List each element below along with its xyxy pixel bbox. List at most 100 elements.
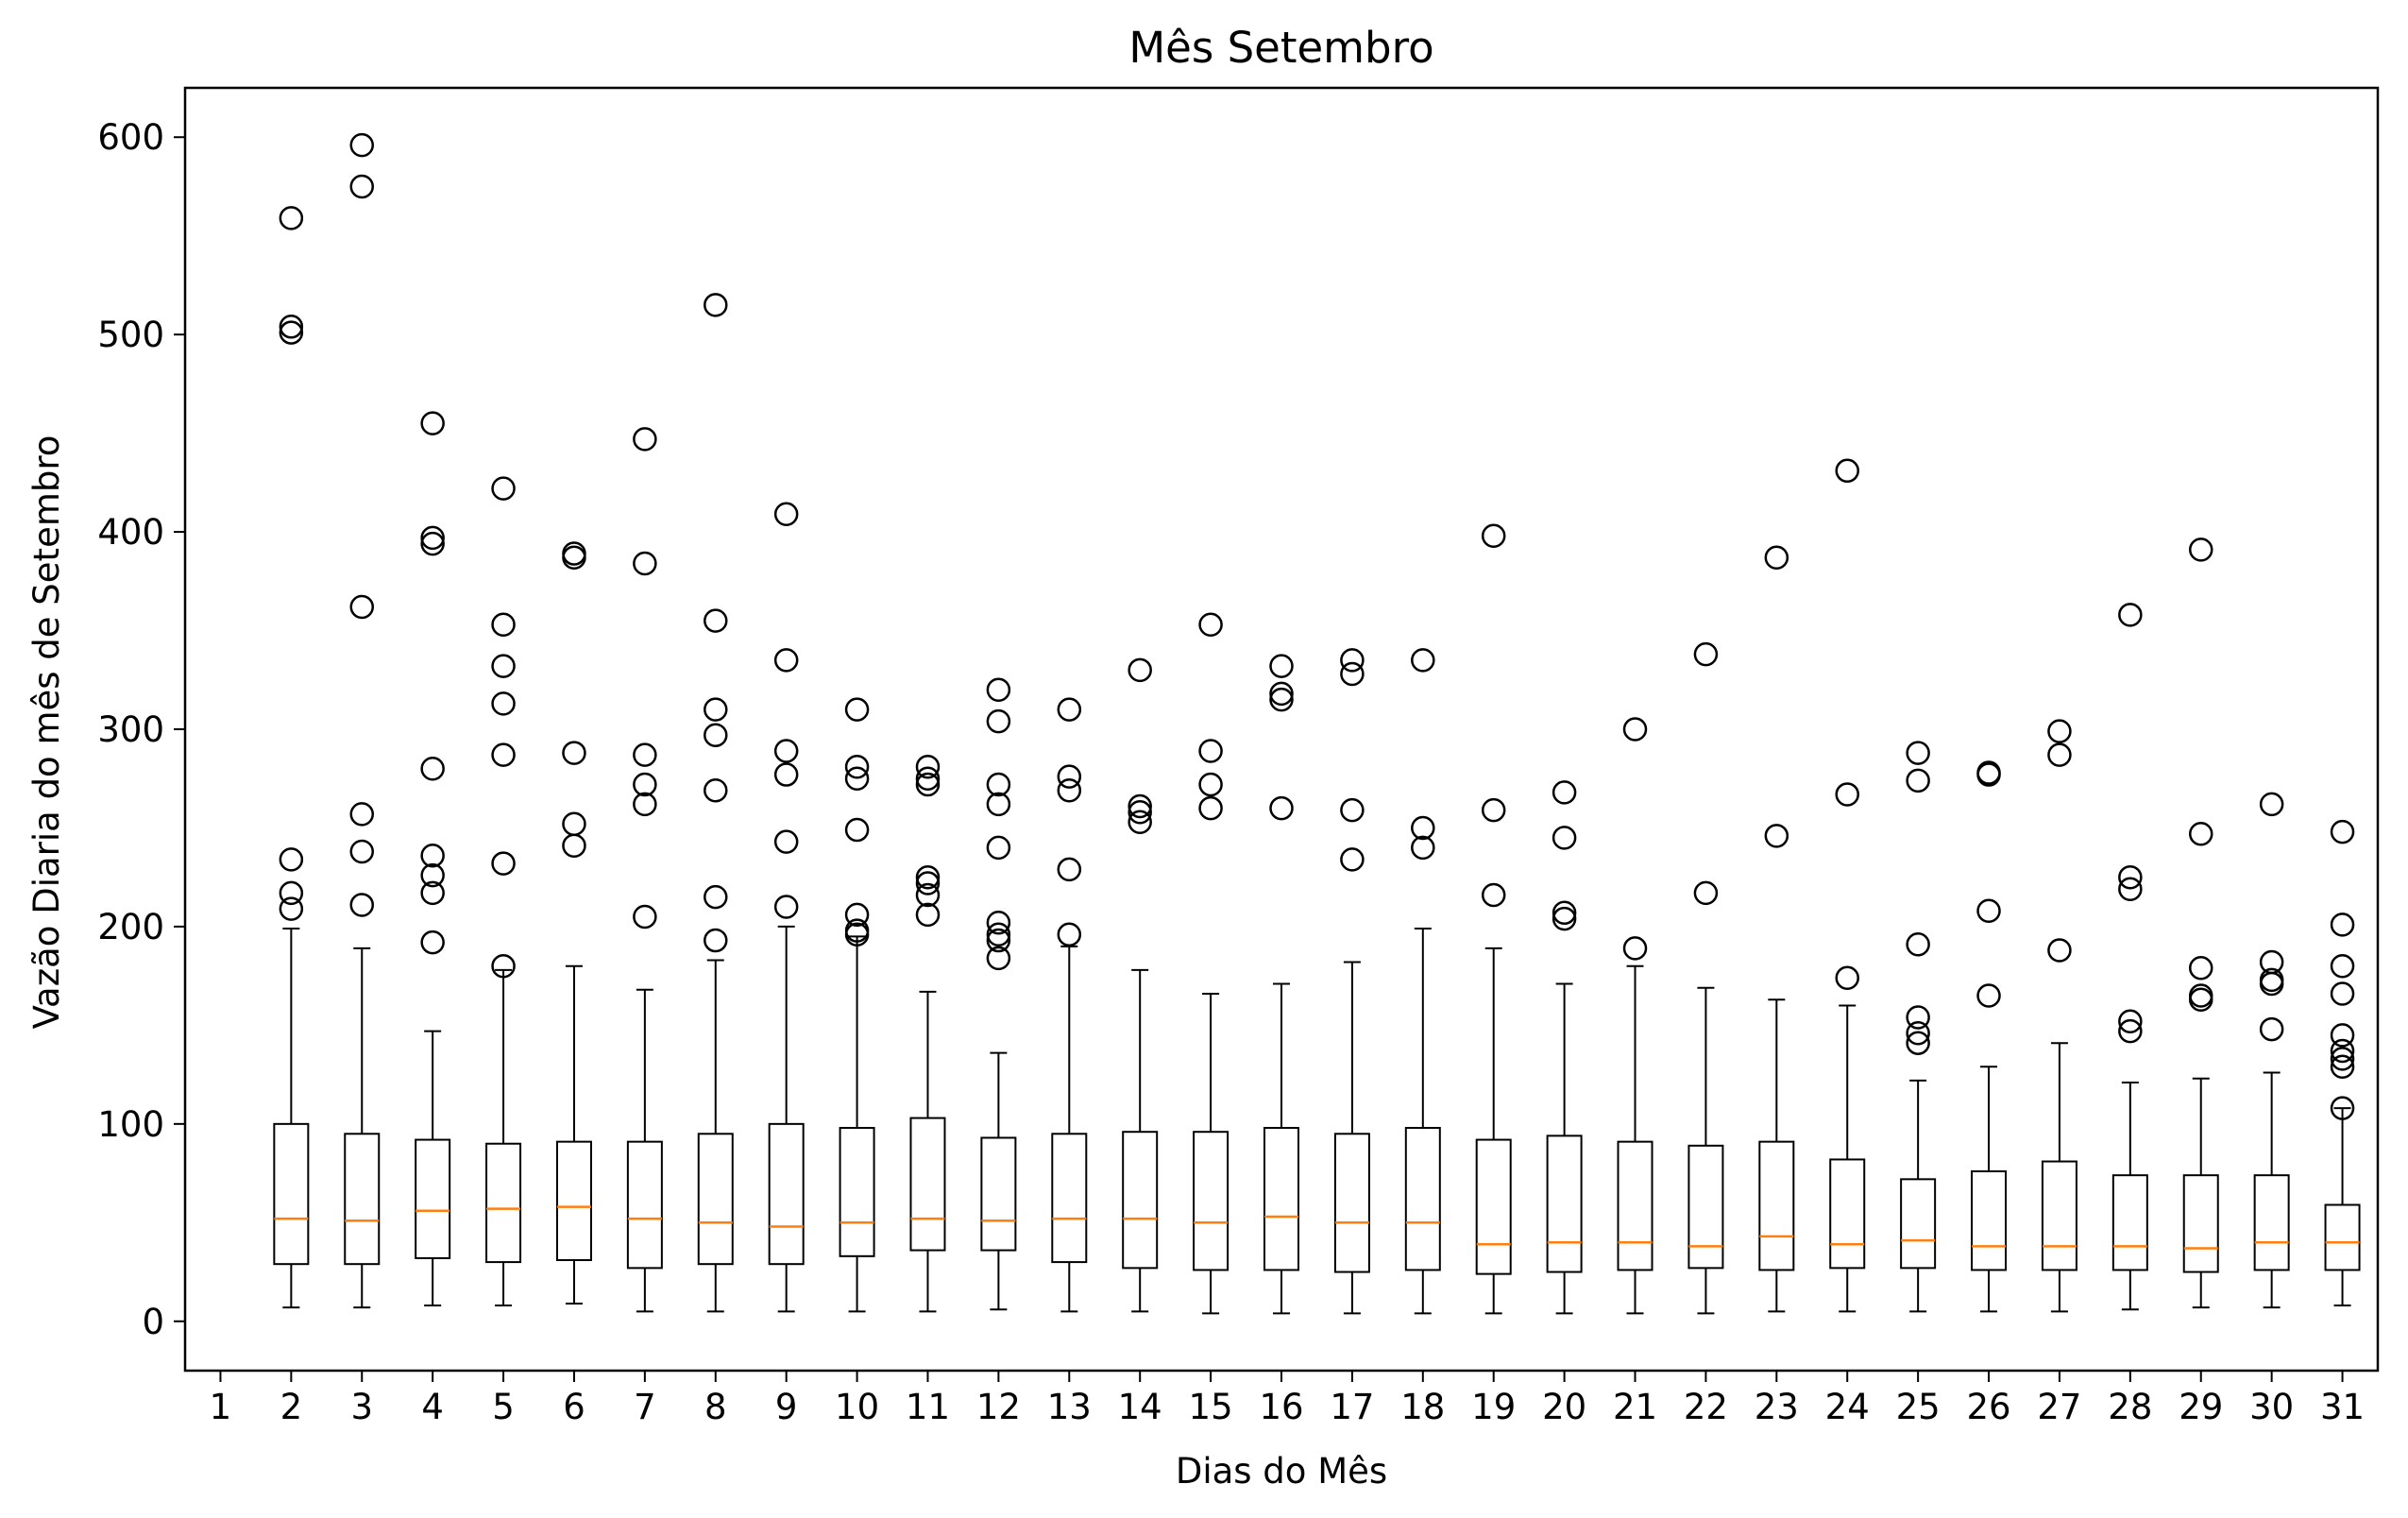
- x-tick-label: 21: [1613, 1387, 1657, 1427]
- outlier-point: [1552, 826, 1577, 850]
- box-day-20: [1546, 780, 1583, 1315]
- chart-title: Mês Setembro: [1128, 23, 1433, 73]
- x-tick-label: 11: [906, 1387, 950, 1427]
- x-tick-label: 15: [1189, 1387, 1233, 1427]
- outlier-point: [1128, 799, 1152, 825]
- outlier-point: [2259, 967, 2284, 993]
- iqr-box: [1546, 1134, 1583, 1273]
- x-tick-label: 6: [563, 1387, 585, 1427]
- box-day-3: [344, 132, 381, 1309]
- iqr-box: [415, 1138, 451, 1259]
- outlier-point: [420, 843, 445, 868]
- x-tick-label: 19: [1471, 1387, 1516, 1427]
- outlier-point: [1906, 931, 1930, 957]
- box-day-15: [1193, 612, 1229, 1315]
- x-tick-label: 25: [1896, 1387, 1941, 1427]
- outlier-point: [1411, 835, 1435, 861]
- outlier-point: [420, 757, 445, 781]
- outlier-point: [633, 427, 657, 452]
- outlier-point: [986, 772, 1011, 797]
- x-tick-label: 29: [2179, 1387, 2223, 1427]
- outlier-point: [844, 817, 870, 843]
- x-tick-label: 22: [1684, 1387, 1728, 1427]
- x-tick-label: 16: [1259, 1387, 1303, 1427]
- outlier-point: [915, 766, 941, 791]
- outlier-point: [2118, 1009, 2143, 1033]
- outlier-point: [2188, 983, 2213, 1008]
- outlier-point: [633, 772, 657, 797]
- iqr-box: [1333, 1133, 1370, 1273]
- outlier-point: [491, 691, 516, 716]
- outlier-point: [1198, 612, 1223, 638]
- outlier-point: [704, 884, 728, 910]
- outlier-point: [420, 880, 445, 906]
- box-day-19: [1475, 523, 1512, 1315]
- box-day-7: [626, 427, 663, 1313]
- outlier-point: [420, 411, 445, 435]
- outlier-point: [986, 946, 1011, 971]
- box-day-14: [1122, 657, 1159, 1313]
- outlier-point: [279, 315, 304, 339]
- outlier-point: [704, 293, 728, 317]
- iqr-box: [1758, 1140, 1795, 1271]
- outlier-point: [633, 742, 657, 767]
- iqr-box: [980, 1136, 1017, 1252]
- outlier-point: [2330, 1023, 2355, 1048]
- iqr-box: [555, 1140, 592, 1262]
- outlier-point: [915, 882, 941, 908]
- outlier-point: [704, 723, 728, 748]
- box-day-12: [980, 677, 1017, 1311]
- outlier-point: [1976, 983, 2001, 1008]
- x-tick-label: 28: [2108, 1387, 2152, 1427]
- box-day-16: [1263, 654, 1299, 1315]
- iqr-box: [2182, 1174, 2219, 1273]
- outlier-point: [1198, 795, 1223, 821]
- outlier-point: [1693, 880, 1719, 906]
- outlier-point: [844, 754, 870, 779]
- outlier-point: [1198, 772, 1223, 797]
- box-day-23: [1758, 545, 1795, 1313]
- outlier-point: [844, 918, 870, 943]
- outlier-point: [1552, 906, 1577, 931]
- outlier-point: [2188, 821, 2213, 846]
- outlier-point: [2118, 1018, 2143, 1044]
- outlier-point: [2330, 819, 2355, 844]
- outlier-point: [633, 904, 657, 930]
- box-day-4: [415, 411, 451, 1307]
- outlier-point: [349, 174, 375, 199]
- outlier-point: [2259, 949, 2284, 975]
- outlier-point: [1906, 741, 1930, 765]
- outlier-point: [420, 525, 445, 551]
- outlier-point: [279, 847, 304, 872]
- outlier-point: [2330, 1096, 2355, 1120]
- outlier-point: [704, 928, 728, 953]
- outlier-point: [491, 742, 516, 767]
- x-tick-label: 31: [2320, 1387, 2365, 1427]
- outlier-point: [1481, 523, 1506, 549]
- outlier-point: [844, 902, 870, 928]
- iqr-box: [768, 1122, 805, 1266]
- outlier-point: [2047, 719, 2072, 743]
- outlier-point: [562, 541, 586, 566]
- outlier-point: [1128, 657, 1152, 683]
- x-tick-label: 2: [280, 1387, 303, 1427]
- outlier-point: [1269, 654, 1294, 678]
- outlier-point: [915, 902, 941, 928]
- outlier-point: [1906, 1005, 1930, 1030]
- iqr-box: [344, 1133, 381, 1266]
- iqr-box: [2324, 1203, 2361, 1271]
- iqr-box: [1263, 1127, 1299, 1271]
- outlier-point: [2259, 792, 2284, 817]
- outlier-point: [773, 829, 799, 854]
- iqr-box: [839, 1127, 875, 1257]
- iqr-box: [626, 1140, 663, 1270]
- outlier-point: [633, 792, 657, 817]
- outlier-point: [1552, 780, 1577, 805]
- x-tick-label: 3: [350, 1387, 373, 1427]
- iqr-box: [697, 1133, 734, 1266]
- iqr-box: [2253, 1174, 2290, 1271]
- iqr-box: [485, 1142, 522, 1264]
- outlier-point: [491, 612, 516, 638]
